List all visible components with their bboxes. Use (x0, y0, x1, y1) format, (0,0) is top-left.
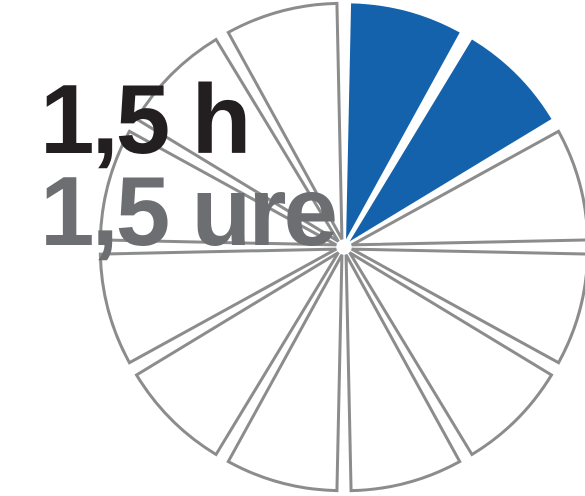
duration-label-hours: 1,5 h (40, 64, 251, 174)
empty-segment (98, 247, 337, 365)
empty-segment (348, 251, 554, 457)
empty-segment (351, 247, 585, 365)
duration-label-ure: 1,5 ure (40, 156, 338, 266)
empty-segment (351, 129, 585, 247)
filled-segment (346, 3, 460, 240)
empty-segment (226, 254, 344, 493)
empty-segment (98, 129, 337, 247)
empty-segment (134, 251, 340, 457)
empty-segment (344, 254, 462, 493)
empty-segment (226, 1, 344, 240)
filled-segment (349, 39, 552, 242)
empty-segment (134, 37, 340, 243)
